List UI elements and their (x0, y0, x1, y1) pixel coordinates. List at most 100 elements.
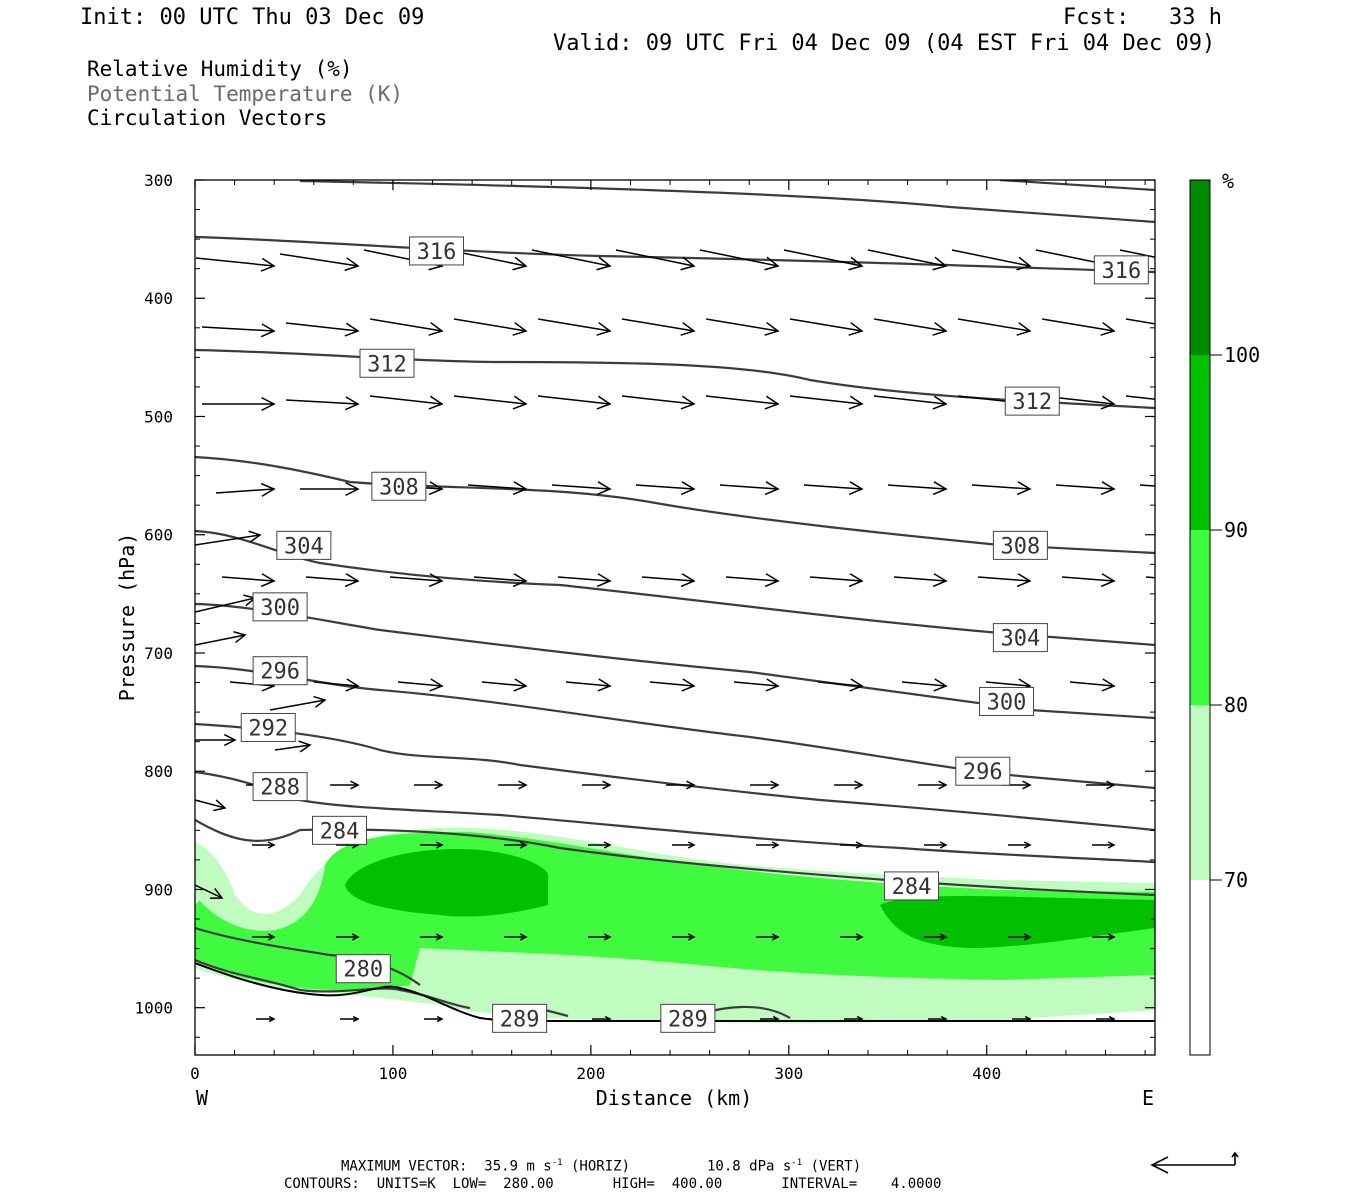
circulation-vector (1086, 780, 1116, 790)
circulation-vector (481, 678, 528, 692)
colorbar-unit: % (1222, 169, 1234, 193)
x-tick-label: 100 (378, 1064, 407, 1083)
theta-contour (195, 958, 471, 1010)
circulation-vector (1125, 318, 1155, 325)
circulation-vector (269, 695, 327, 711)
circulation-vector (285, 396, 360, 411)
circulation-vector (928, 1015, 948, 1023)
circulation-vector (504, 841, 528, 849)
circulation-vector (420, 841, 444, 849)
theta-contour (195, 722, 1155, 832)
theta-label-box (1004, 386, 1060, 416)
colorbar-90-100 (1190, 355, 1210, 530)
theta-label: 289 (500, 1007, 540, 1032)
circulation-vectors (195, 249, 1155, 1023)
theta-label: 284 (320, 819, 360, 844)
theta-label: 316 (417, 240, 457, 265)
y-tick-label: 400 (144, 289, 173, 308)
circulation-vector (537, 395, 612, 410)
theta-contour (195, 602, 1155, 720)
theta-label: 304 (284, 534, 324, 559)
legend-theta: Potential Temperature (K) (87, 82, 404, 106)
circulation-vector (1096, 1015, 1116, 1023)
plot-frame (194, 179, 1156, 1056)
circulation-vector (195, 799, 227, 812)
theta-label: 316 (1101, 259, 1141, 284)
y-tick-label: 700 (144, 644, 173, 663)
colorbar-level: 70 (1224, 868, 1248, 892)
theta-label: 280 (343, 958, 383, 983)
circulation-vector (256, 1015, 276, 1023)
circulation-vector (565, 678, 612, 692)
circulation-vector (641, 573, 696, 588)
circulation-vector (977, 573, 1032, 588)
circulation-vector (705, 395, 780, 410)
y-axis-label: Pressure (hPa) (115, 533, 139, 702)
circulation-vector (1092, 933, 1116, 941)
circulation-vector (789, 318, 864, 336)
circulation-vector (666, 780, 696, 790)
circulation-vector (1055, 481, 1116, 496)
theta-label-box (492, 1003, 548, 1033)
circulation-vector (809, 573, 864, 588)
circulation-vector (1061, 573, 1116, 588)
circulation-vector (195, 884, 224, 900)
circulation-vector (705, 318, 780, 336)
circulation-vector (893, 573, 948, 588)
circulation-vector (424, 1015, 444, 1023)
circulation-vector (789, 395, 864, 410)
circulation-vector (336, 933, 360, 941)
circulation-vector (504, 933, 528, 941)
circulation-vector (1012, 1015, 1032, 1023)
circulation-vector (195, 631, 247, 646)
circulation-vector (840, 841, 864, 849)
circulation-vector (1119, 249, 1155, 258)
circulation-vector (719, 481, 780, 496)
circulation-vector (621, 318, 696, 336)
circulation-vector (467, 481, 528, 496)
circulation-vector (215, 482, 276, 497)
circulation-vector (195, 257, 276, 272)
colorbar-level: 80 (1224, 693, 1248, 717)
max-vector-info: MAXIMUM VECTOR: 35.9 m s-1 (HORIZ) 10.8 d… (341, 1158, 862, 1175)
circulation-vector (498, 780, 528, 790)
circulation-vector (453, 395, 528, 410)
circulation-vector (672, 841, 696, 849)
theta-label: 284 (892, 875, 932, 900)
circulation-vector (202, 396, 276, 412)
colorbar-frame (1189, 179, 1211, 1056)
circulation-vector (1139, 484, 1155, 487)
theta-label: 312 (1012, 390, 1052, 415)
circulation-vector (924, 933, 948, 941)
theta-label: 296 (260, 660, 300, 685)
circulation-vector (305, 573, 360, 588)
circulation-vector (369, 395, 444, 410)
theta-label: 312 (367, 352, 407, 377)
circulation-vector (252, 841, 276, 849)
theta-label-box (371, 471, 427, 501)
circulation-vector (551, 481, 612, 496)
theta-label: 292 (248, 716, 288, 741)
circulation-vector (817, 678, 864, 692)
theta-contour (195, 235, 1155, 274)
circulation-vector (414, 780, 444, 790)
theta-contour (544, 1008, 569, 1018)
rh-90-area-east (880, 895, 1155, 948)
circulation-vector (957, 318, 1032, 336)
circulation-vector (592, 1015, 612, 1023)
circulation-vector (918, 780, 948, 790)
legend-rh: Relative Humidity (%) (87, 57, 353, 81)
circulation-vector (924, 841, 948, 849)
y-tick-label: 500 (144, 407, 173, 426)
circulation-vector (279, 253, 360, 272)
theta-contour (999, 180, 1155, 192)
circulation-vector (1069, 678, 1116, 692)
circulation-vector (699, 249, 780, 271)
circulation-vector (672, 933, 696, 941)
circulation-vector (756, 841, 780, 849)
circulation-vector (397, 678, 444, 692)
circulation-vector (285, 322, 360, 337)
valid-time: Valid: 09 UTC Fri 04 Dec 09 (04 EST Fri … (553, 31, 1216, 56)
theta-label-box (660, 1003, 716, 1033)
